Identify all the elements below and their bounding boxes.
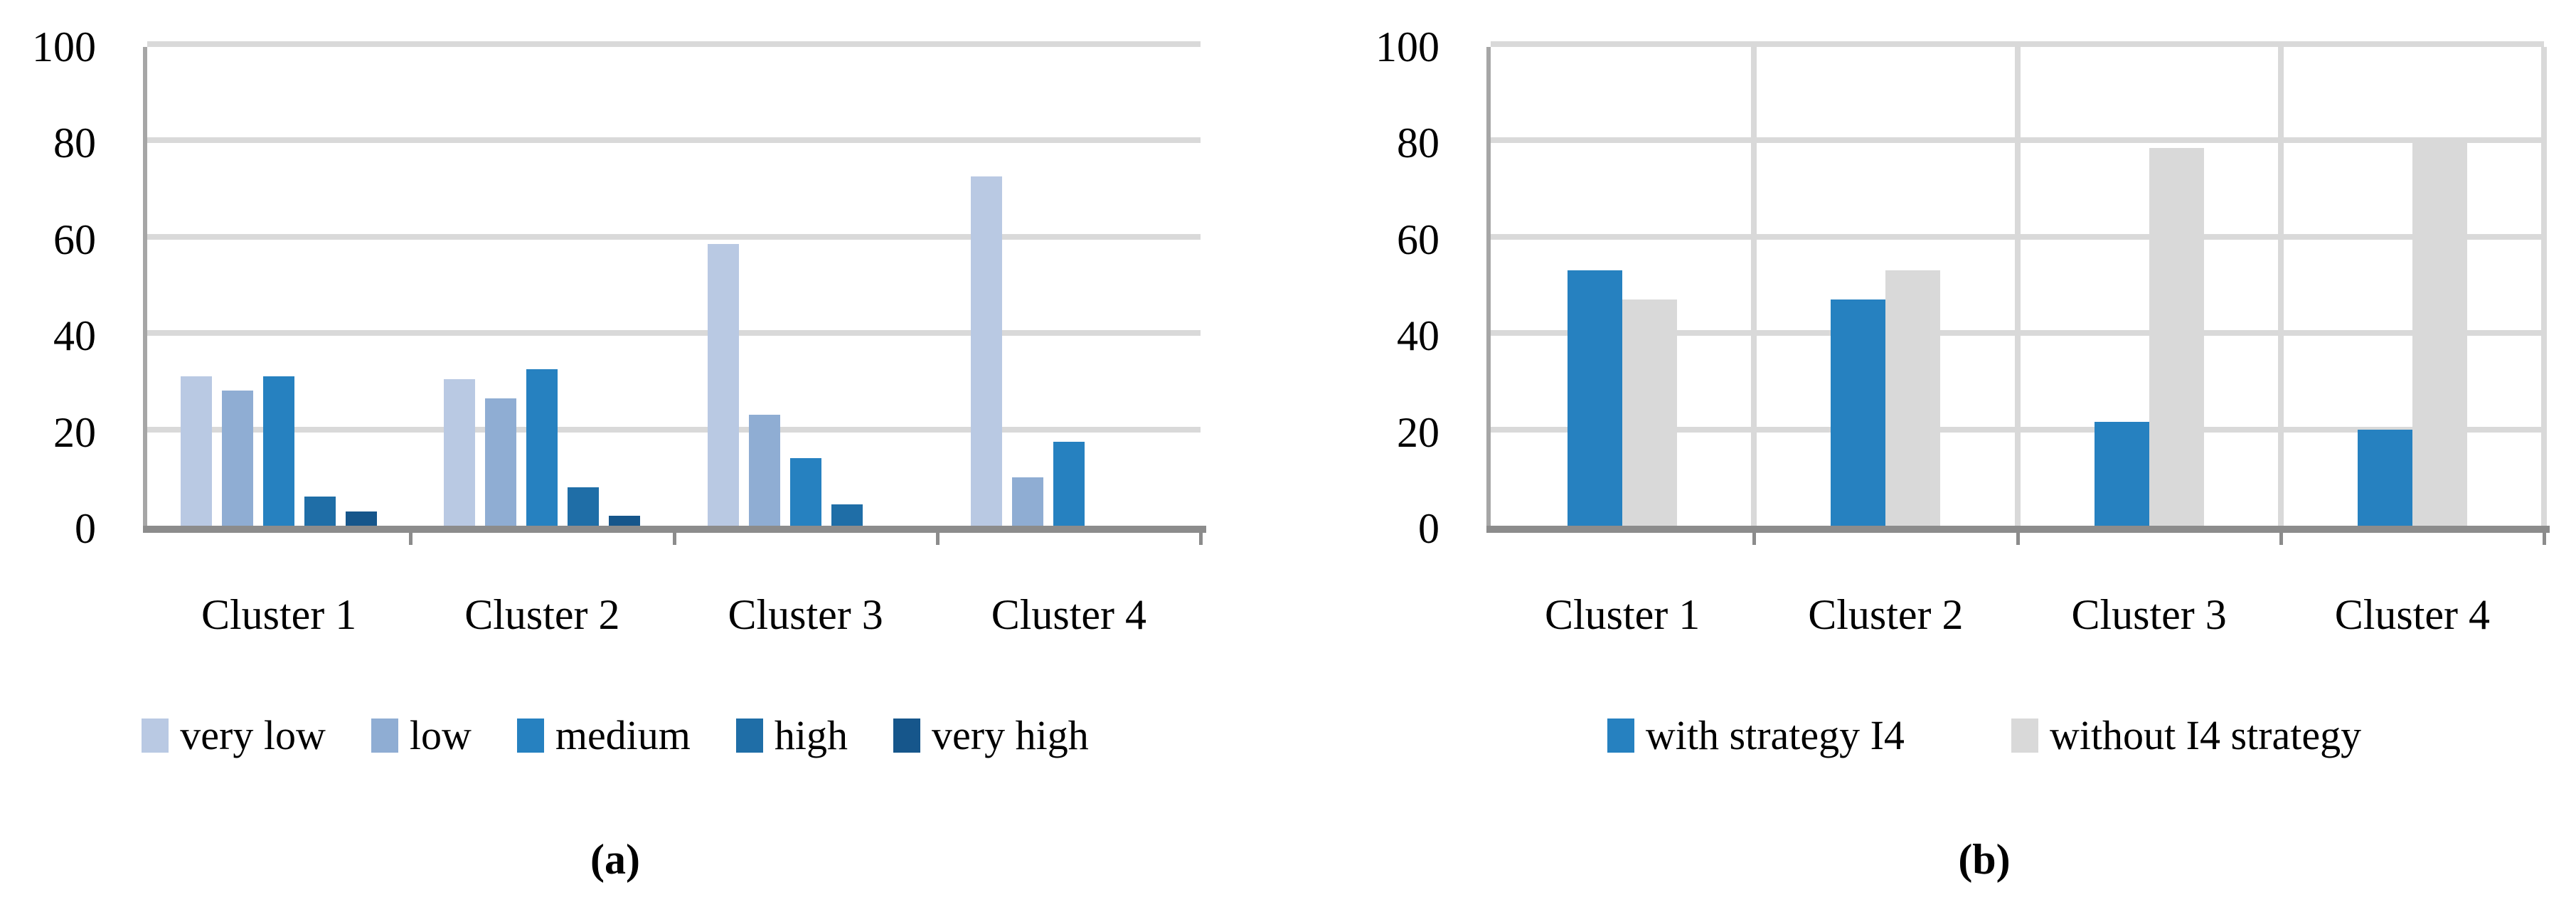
caption-a: (a) <box>590 836 640 883</box>
x-axis-tick-4 <box>1199 533 1203 545</box>
bar-with-strategy-i4-cluster-4 <box>2357 430 2412 526</box>
y-tick-label-100: 100 <box>1375 23 1439 70</box>
legend-swatch-high <box>735 719 763 753</box>
bar-without-i4-strategy-cluster-2 <box>1885 270 1941 526</box>
bar-with-strategy-i4-cluster-1 <box>1568 270 1623 526</box>
x-axis-line <box>1486 526 2550 533</box>
legend-label-high: high <box>774 712 848 758</box>
bar-with-strategy-i4-cluster-2 <box>1831 299 1886 526</box>
y-tick-label-0: 0 <box>1418 505 1439 552</box>
bar-without-i4-strategy-cluster-4 <box>2412 140 2467 526</box>
bar-high-cluster-3 <box>831 504 863 526</box>
legend-label-very-high: very high <box>932 712 1089 758</box>
legend-b: with strategy I4 without I4 strategy <box>1458 713 2511 758</box>
legend-label-with-strategy-i4: with strategy I4 <box>1645 712 1905 758</box>
bar-very-high-cluster-1 <box>346 511 378 526</box>
x-axis-tick-4 <box>2543 533 2546 545</box>
gridline-category-1 <box>1751 47 1757 526</box>
y-tick-label-40: 40 <box>53 312 96 360</box>
legend-label-low: low <box>409 712 472 758</box>
legend-swatch-with-strategy-i4 <box>1607 719 1634 753</box>
y-axis-line <box>1486 47 1491 533</box>
legend-item-with-strategy-i4: with strategy I4 <box>1607 713 1905 758</box>
legend-label-without-i4-strategy: without I4 strategy <box>2049 712 2362 758</box>
bar-low-cluster-1 <box>222 391 254 526</box>
bar-very-low-cluster-3 <box>707 244 739 526</box>
bar-medium-cluster-4 <box>1053 442 1085 526</box>
bar-low-cluster-2 <box>485 398 517 526</box>
x-axis-tick-1 <box>409 533 413 545</box>
bar-very-low-cluster-2 <box>444 379 476 526</box>
y-tick-label-80: 80 <box>1397 120 1439 167</box>
bar-low-cluster-3 <box>748 415 780 526</box>
y-tick-label-40: 40 <box>1397 312 1439 360</box>
x-axis-tick-2 <box>2016 533 2020 545</box>
gridline-y-20 <box>147 426 1201 433</box>
x-category-label-cluster-2: Cluster 2 <box>1808 591 1964 638</box>
bar-very-high-cluster-2 <box>609 516 641 526</box>
x-category-label-cluster-3: Cluster 3 <box>728 591 883 638</box>
x-category-label-cluster-1: Cluster 1 <box>201 591 357 638</box>
x-axis-tick-3 <box>2279 533 2283 545</box>
legend-item-medium: medium <box>516 712 691 758</box>
legend-item-low: low <box>371 713 472 758</box>
bar-high-cluster-2 <box>568 487 600 526</box>
y-tick-label-60: 60 <box>1397 216 1439 263</box>
y-axis-line <box>143 47 147 533</box>
x-category-label-cluster-2: Cluster 2 <box>464 591 620 638</box>
bar-medium-cluster-1 <box>263 376 295 526</box>
gridline-y-80 <box>147 137 1201 144</box>
bar-high-cluster-1 <box>304 497 336 526</box>
x-axis-tick-1 <box>1752 533 1757 545</box>
bar-medium-cluster-3 <box>789 458 821 526</box>
legend-swatch-very-high <box>893 719 921 753</box>
legend-item-without-i4-strategy: without I4 strategy <box>2011 713 2361 758</box>
legend-item-very-high: very high <box>893 713 1089 758</box>
legend-swatch-without-i4-strategy <box>2011 719 2038 753</box>
bar-low-cluster-4 <box>1011 477 1043 526</box>
bar-without-i4-strategy-cluster-3 <box>2149 148 2204 526</box>
bar-with-strategy-i4-cluster-3 <box>2094 422 2149 526</box>
gridline-category-4 <box>2541 47 2547 526</box>
caption-b: (b) <box>1958 836 2011 883</box>
legend-label-very-low: very low <box>180 712 326 758</box>
y-tick-label-100: 100 <box>32 23 96 70</box>
x-category-label-cluster-4: Cluster 4 <box>2334 591 2491 638</box>
y-tick-label-20: 20 <box>1397 408 1439 456</box>
y-tick-label-60: 60 <box>53 216 96 263</box>
legend-item-very-low: very low <box>142 713 326 758</box>
y-tick-label-20: 20 <box>53 408 96 456</box>
y-tick-label-0: 0 <box>75 505 96 552</box>
bar-medium-cluster-2 <box>526 369 558 526</box>
legend-swatch-medium <box>516 719 544 753</box>
legend-swatch-low <box>371 719 398 753</box>
x-axis-line <box>143 526 1206 533</box>
gridline-y-100 <box>147 41 1201 47</box>
legend-a: very low low medium high very high <box>89 713 1142 758</box>
y-tick-label-80: 80 <box>53 120 96 167</box>
legend-swatch-very-low <box>142 719 169 753</box>
gridline-category-3 <box>2277 47 2284 526</box>
x-axis-tick-2 <box>672 533 676 545</box>
bar-very-low-cluster-4 <box>970 176 1002 526</box>
bar-without-i4-strategy-cluster-1 <box>1622 299 1678 526</box>
chart-a-likert-bar-chart: 0 20 40 60 80 100 Cluster 1 Cluster 2 Cluster 3 C… <box>32 23 1206 758</box>
bar-very-low-cluster-1 <box>181 376 213 526</box>
legend-item-high: high <box>735 712 848 758</box>
gridline-y-100 <box>1491 41 2544 47</box>
gridline-y-60 <box>147 233 1201 240</box>
x-category-label-cluster-4: Cluster 4 <box>991 591 1147 638</box>
gridline-category-2 <box>2014 47 2021 526</box>
x-category-label-cluster-3: Cluster 3 <box>2071 591 2227 638</box>
legend-label-medium: medium <box>555 712 691 758</box>
x-axis-tick-3 <box>935 533 940 545</box>
x-category-label-cluster-1: Cluster 1 <box>1544 591 1701 638</box>
gridline-y-40 <box>147 330 1201 336</box>
